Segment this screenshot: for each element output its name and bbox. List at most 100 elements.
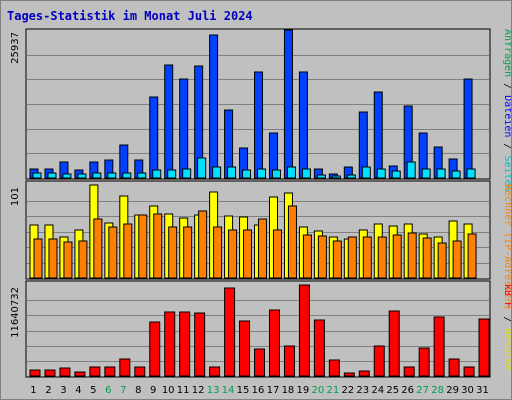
bar-middle-series2	[422, 237, 432, 279]
bar-top-series2	[167, 169, 177, 179]
bar-top-series2	[62, 173, 72, 179]
legend-entry: /	[502, 137, 511, 155]
legend-entry: Seiten	[502, 155, 511, 191]
bar-bottom-series1	[313, 319, 325, 377]
x-tick-label: 29	[446, 385, 459, 396]
x-tick-label: 28	[431, 385, 444, 396]
legend-entry: kB F	[502, 284, 511, 308]
x-tick-label: 22	[341, 385, 354, 396]
series-legend-top: Anfragen / Dateien / Seiten	[502, 29, 511, 192]
bar-top-series1	[149, 96, 159, 179]
bar-middle-series2	[108, 226, 118, 279]
bar-top-series2	[182, 168, 192, 179]
bar-bottom-series1	[239, 320, 251, 377]
x-tick-label: 10	[162, 385, 175, 396]
bar-middle-series2	[362, 236, 372, 279]
y-max-label: 101	[10, 187, 21, 206]
x-tick-label: 12	[192, 385, 205, 396]
x-tick-label: 20	[312, 385, 325, 396]
bar-top-series2	[77, 173, 87, 179]
x-tick-label: 16	[252, 385, 265, 396]
x-tick-label: 27	[416, 385, 429, 396]
bar-top-series1	[164, 64, 174, 179]
bar-top-series2	[361, 166, 371, 179]
x-tick-label: 23	[356, 385, 369, 396]
bar-bottom-series1	[179, 311, 191, 377]
bar-middle-series2	[243, 229, 253, 279]
bar-bottom-series1	[418, 347, 430, 377]
legend-entry: Anfragen	[502, 29, 511, 77]
bar-middle-series2	[198, 210, 208, 279]
bar-top-series2	[257, 168, 267, 179]
x-tick-label: 21	[326, 385, 339, 396]
bar-bottom-series1	[463, 366, 475, 377]
bar-top-series2	[92, 172, 102, 179]
bar-middle-series2	[48, 238, 58, 279]
bar-middle-series2	[272, 229, 282, 279]
bar-top-series1	[254, 71, 264, 179]
x-tick-label: 7	[120, 385, 126, 396]
bar-top-series2	[421, 168, 431, 179]
bar-top-series2	[436, 168, 446, 179]
series-legend-bottom: kB F	[502, 284, 511, 308]
bar-middle-series2	[317, 235, 327, 279]
x-tick-label: 25	[386, 385, 399, 396]
x-tick-label: 18	[282, 385, 295, 396]
bar-top-series2	[137, 172, 147, 179]
bar-top-series2	[227, 166, 237, 179]
bar-bottom-series1	[388, 310, 400, 377]
bar-top-series2	[376, 168, 386, 179]
y-max-label: 11640732	[10, 287, 21, 338]
bar-bottom-series1	[478, 318, 490, 377]
bar-middle-series2	[467, 233, 477, 279]
x-tick-label: 24	[371, 385, 384, 396]
x-tick-label: 19	[297, 385, 310, 396]
bar-bottom-series1	[44, 369, 56, 377]
bar-bottom-series1	[74, 371, 86, 377]
bar-middle-series2	[123, 223, 133, 279]
bar-middle-series2	[392, 234, 402, 279]
bar-bottom-series1	[373, 345, 385, 377]
bar-bottom-series1	[164, 311, 176, 377]
bar-middle-series2	[63, 241, 73, 279]
x-tick-label: 9	[150, 385, 156, 396]
bar-middle-series2	[78, 240, 88, 279]
bar-bottom-series1	[298, 284, 310, 377]
bar-bottom-series1	[59, 367, 71, 377]
bar-bottom-series1	[29, 369, 41, 377]
bar-bottom-series1	[89, 366, 101, 377]
bar-bottom-series1	[358, 370, 370, 377]
bar-top-series1	[283, 29, 293, 179]
bar-bottom-series1	[194, 312, 206, 377]
bar-middle-series2	[138, 214, 148, 279]
bar-top-series2	[212, 166, 222, 179]
x-tick-label: 31	[476, 385, 489, 396]
bar-bottom-series1	[224, 287, 236, 377]
bar-top-series2	[316, 174, 326, 179]
bar-top-series2	[271, 169, 281, 179]
chart-title: Tages-Statistik im Monat Juli 2024	[7, 9, 253, 23]
legend-entry: Dateien	[502, 95, 511, 137]
x-tick-label: 17	[267, 385, 280, 396]
x-tick-label: 6	[105, 385, 111, 396]
bar-middle-series2	[407, 232, 417, 279]
bar-top-series2	[107, 172, 117, 179]
bar-bottom-series1	[119, 358, 131, 377]
bar-middle-series2	[93, 218, 103, 279]
bar-top-series2	[197, 157, 207, 179]
bar-bottom-series1	[104, 366, 116, 377]
bar-middle-series2	[347, 236, 357, 279]
x-tick-label: 8	[135, 385, 141, 396]
bar-top-series2	[242, 169, 252, 179]
bar-bottom-series1	[403, 366, 415, 377]
bar-middle-series2	[452, 240, 462, 279]
bar-middle-series2	[183, 226, 193, 279]
bar-bottom-series1	[268, 309, 280, 377]
bar-middle-series2	[33, 238, 43, 279]
bar-top-series2	[301, 168, 311, 179]
bar-middle-series2	[287, 205, 297, 279]
bar-bottom-series1	[283, 345, 295, 377]
bar-top-series1	[179, 78, 189, 179]
bar-bottom-series1	[433, 316, 445, 377]
